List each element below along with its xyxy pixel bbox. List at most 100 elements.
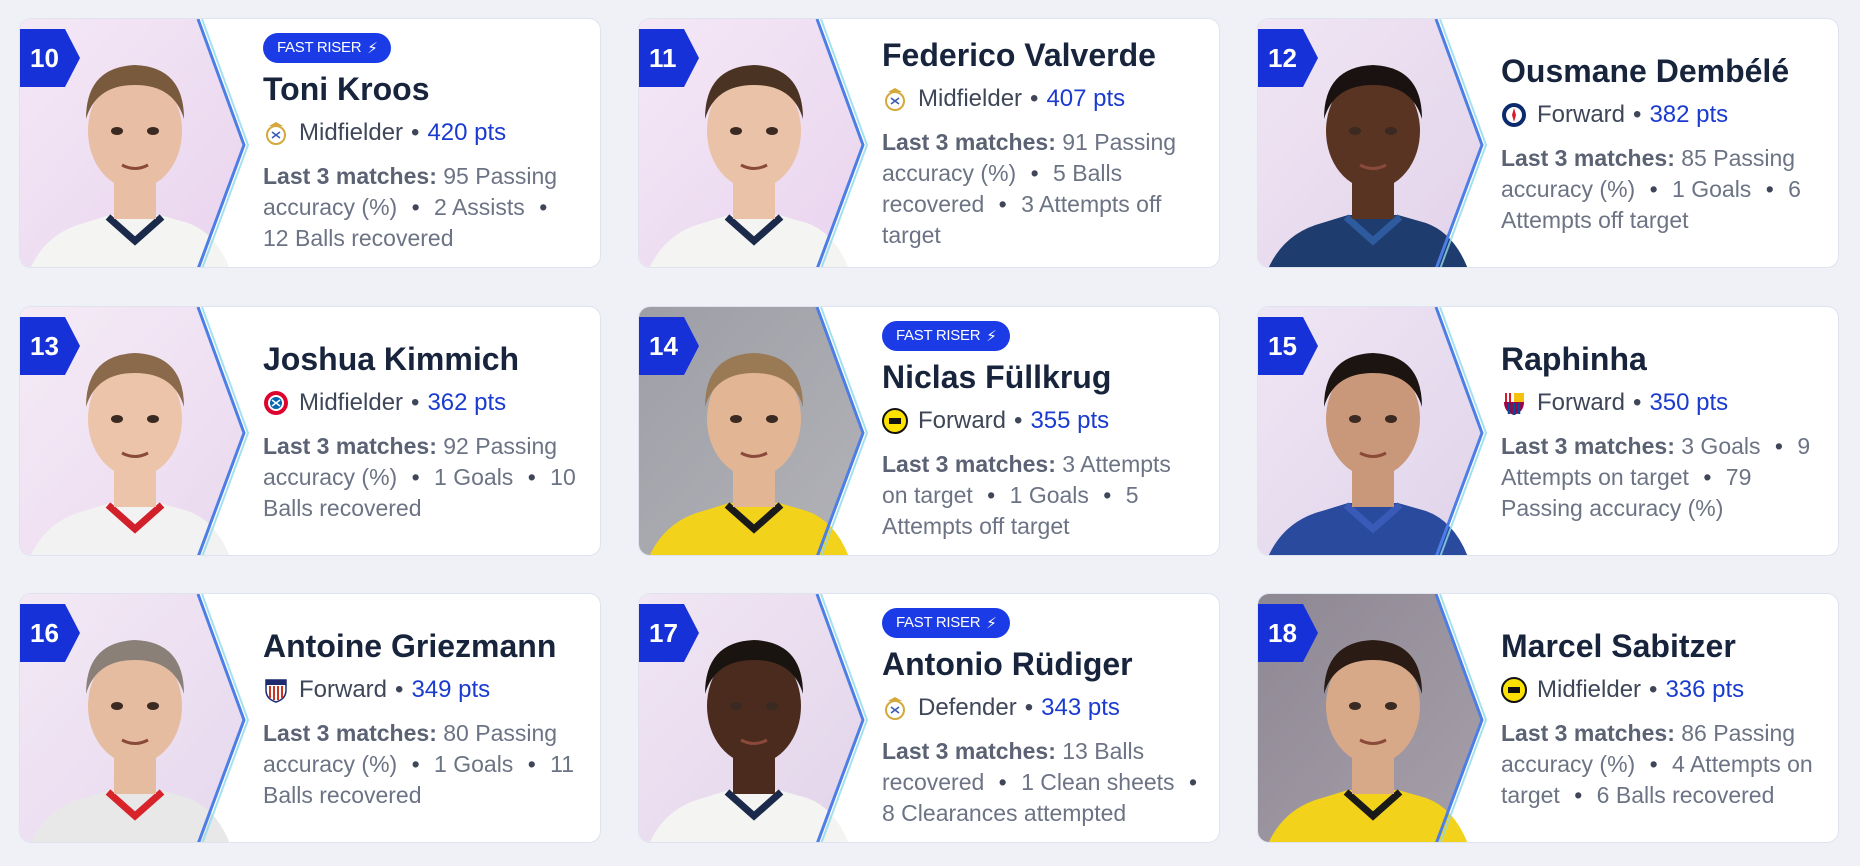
stat-item: 80 Passing accuracy (%) xyxy=(263,719,558,777)
rank-badge: 11 xyxy=(639,29,699,87)
player-position: Midfielder xyxy=(1537,675,1642,703)
real-madrid-crest xyxy=(263,120,289,146)
lightning-bolt-icon: ⚡︎ xyxy=(986,327,997,345)
separator-dot: • xyxy=(1696,463,1718,490)
player-position: Midfielder xyxy=(299,118,404,146)
player-photo xyxy=(1258,19,1488,267)
stat-item: 3 Goals xyxy=(1681,432,1761,459)
separator-dot: • xyxy=(1567,781,1589,808)
last-matches-stats: Last 3 matches: 91 Passing accuracy (%) … xyxy=(882,127,1201,251)
player-info: Marcel Sabitzer Midfielder • 336 pts Last 3 … xyxy=(1501,594,1820,842)
player-card[interactable]: 16 Antoine Griezmann Forward • 349 pts Last 3… xyxy=(19,593,601,843)
player-photo xyxy=(20,307,250,555)
player-position: Midfielder xyxy=(918,85,1023,112)
player-info: FAST RISER ⚡︎ Antonio Rüdiger Defender • 343 … xyxy=(882,594,1201,842)
player-position: Forward xyxy=(918,406,1007,434)
player-photo xyxy=(639,594,869,842)
player-card[interactable]: 17 FAST RISER ⚡︎ Antonio Rüdiger Defender • 34… xyxy=(638,593,1220,843)
last-matches-label: Last 3 matches: xyxy=(1501,719,1675,746)
player-meta: Forward • 382 pts xyxy=(1501,99,1820,131)
player-card[interactable]: 12 Ousmane Dembélé Forward • 382 pts Last 3 m… xyxy=(1257,18,1839,268)
player-card[interactable]: 14 FAST RISER ⚡︎ Niclas Füllkrug Forward • 355… xyxy=(638,306,1220,556)
last-matches-label: Last 3 matches: xyxy=(1501,144,1675,171)
player-points: 420 pts xyxy=(427,118,507,146)
stat-item: 8 Clearances attempted xyxy=(882,799,1127,826)
player-position: Forward xyxy=(1537,100,1626,128)
stat-item: 6 Attempts off target xyxy=(1501,175,1801,233)
fast-riser-badge: FAST RISER ⚡︎ xyxy=(882,607,1011,638)
real-madrid-crest xyxy=(882,695,908,721)
player-name: Raphinha xyxy=(1501,340,1647,377)
separator-dot: • xyxy=(1633,388,1642,416)
player-photo xyxy=(20,594,250,842)
stat-item: 79 Passing accuracy (%) xyxy=(1501,463,1752,521)
player-name: Antonio Rüdiger xyxy=(882,645,1133,682)
player-card[interactable]: 10 FAST RISER ⚡︎ Toni Kroos Midfielder • 420 p… xyxy=(19,18,601,268)
player-card[interactable]: 15 Raphinha Forward • 350 pts Last 3 matches:… xyxy=(1257,306,1839,556)
last-matches-stats: Last 3 matches: 86 Passing accuracy (%) … xyxy=(1501,718,1820,811)
player-name: Ousmane Dembélé xyxy=(1501,52,1790,89)
real-madrid-crest xyxy=(882,86,908,112)
last-matches-label: Last 3 matches: xyxy=(882,129,1056,155)
player-info: Raphinha Forward • 350 pts Last 3 matches: 3… xyxy=(1501,307,1820,555)
separator-dot: • xyxy=(1759,175,1781,202)
player-meta: Midfielder • 362 pts xyxy=(263,387,582,419)
separator-dot: • xyxy=(992,191,1014,217)
player-points: 355 pts xyxy=(1030,406,1110,434)
dortmund-crest xyxy=(1501,676,1527,703)
stat-item: 11 Balls recovered xyxy=(263,750,575,808)
separator-dot: • xyxy=(411,118,420,146)
player-name: Niclas Füllkrug xyxy=(882,358,1112,395)
player-name: Joshua Kimmich xyxy=(263,340,520,377)
fast-riser-badge: FAST RISER ⚡︎ xyxy=(882,320,1011,351)
fast-riser-label: FAST RISER xyxy=(896,614,981,631)
separator-dot: • xyxy=(1633,100,1642,128)
player-info: Ousmane Dembélé Forward • 382 pts Last 3 mat… xyxy=(1501,19,1820,267)
player-position: Midfielder xyxy=(299,388,404,416)
separator-dot: • xyxy=(1649,675,1658,703)
last-matches-label: Last 3 matches: xyxy=(263,162,437,189)
last-matches-label: Last 3 matches: xyxy=(882,737,1056,764)
lightning-bolt-icon: ⚡︎ xyxy=(986,614,997,632)
stat-item: 12 Balls recovered xyxy=(263,224,454,251)
fast-riser-label: FAST RISER xyxy=(277,39,362,56)
player-info: Joshua Kimmich Midfielder • 362 pts Last 3 m… xyxy=(263,307,582,555)
player-points: 362 pts xyxy=(427,388,507,416)
stat-item: 5 Balls recovered xyxy=(882,160,1123,217)
separator-dot: • xyxy=(1182,768,1198,795)
player-position: Forward xyxy=(1537,388,1626,416)
player-card[interactable]: 11 Federico Valverde Midfielder • 407 pts Las… xyxy=(638,18,1220,268)
player-info: FAST RISER ⚡︎ Niclas Füllkrug Forward • 355 p… xyxy=(882,307,1201,555)
separator-dot: • xyxy=(405,750,427,777)
stat-item: 10 Balls recovered xyxy=(263,463,576,521)
atletico-crest xyxy=(263,677,289,703)
barcelona-crest xyxy=(1501,390,1527,416)
stat-item: 1 Goals xyxy=(434,463,514,490)
player-name: Federico Valverde xyxy=(882,37,1156,73)
last-matches-stats: Last 3 matches: 3 Attempts on target • 1… xyxy=(882,449,1201,542)
player-info: Federico Valverde Midfielder • 407 pts Last … xyxy=(882,19,1201,267)
separator-dot: • xyxy=(1643,175,1665,202)
player-name: Marcel Sabitzer xyxy=(1501,627,1736,664)
player-meta: Forward • 350 pts xyxy=(1501,387,1820,419)
separator-dot: • xyxy=(521,463,543,490)
last-matches-stats: Last 3 matches: 13 Balls recovered • 1 C… xyxy=(882,736,1201,829)
separator-dot: • xyxy=(980,481,1002,508)
stat-item: 1 Goals xyxy=(1672,175,1752,202)
player-card[interactable]: 18 Marcel Sabitzer Midfielder • 336 pts Last … xyxy=(1257,593,1839,843)
separator-dot: • xyxy=(992,768,1014,795)
player-info: Antoine Griezmann Forward • 349 pts Last 3 m… xyxy=(263,594,582,842)
separator-dot: • xyxy=(411,388,420,416)
rank-badge: 18 xyxy=(1258,604,1318,662)
player-points: 350 pts xyxy=(1649,388,1729,416)
player-photo xyxy=(639,307,869,555)
separator-dot: • xyxy=(1024,693,1034,721)
separator-dot: • xyxy=(1643,750,1665,777)
separator-dot: • xyxy=(521,750,543,777)
player-card[interactable]: 13 Joshua Kimmich Midfielder • 362 pts Last 3… xyxy=(19,306,601,556)
separator-dot: • xyxy=(405,463,427,490)
player-meta: Forward • 349 pts xyxy=(263,674,582,706)
separator-dot: • xyxy=(1014,406,1023,434)
stat-item: 95 Passing accuracy (%) xyxy=(263,162,558,220)
